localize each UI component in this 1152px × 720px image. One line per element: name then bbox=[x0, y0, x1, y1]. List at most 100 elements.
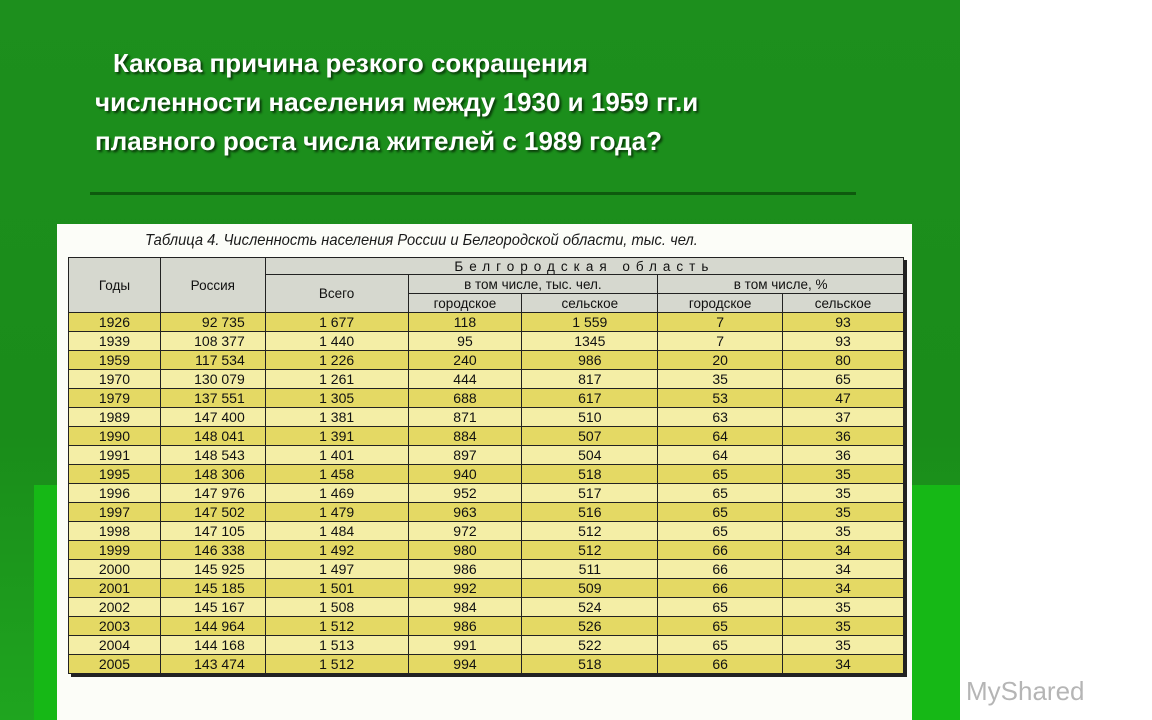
question-text: Какова причина резкого сокращения числен… bbox=[95, 44, 895, 161]
cell-russia: 145 925 bbox=[159, 559, 266, 579]
cell-year: 1996 bbox=[68, 483, 161, 503]
cell-rural: 522 bbox=[521, 635, 659, 655]
cell-russia: 144 168 bbox=[159, 635, 266, 655]
cell-total: 1 512 bbox=[264, 654, 409, 674]
table-row: 1939 108 377 1 440 95 1345 7 93 bbox=[68, 331, 904, 351]
cell-urban-pct: 66 bbox=[657, 654, 784, 674]
table-caption: Таблица 4. Численность населения России … bbox=[145, 232, 698, 249]
cell-rural: 518 bbox=[521, 654, 659, 674]
cell-urban-pct: 63 bbox=[657, 407, 784, 427]
table-row: 2001 145 185 1 501 992 509 66 34 bbox=[68, 578, 904, 598]
cell-urban: 444 bbox=[407, 369, 523, 389]
cell-russia: 148 041 bbox=[159, 426, 266, 446]
cell-urban: 118 bbox=[407, 312, 523, 332]
cell-russia: 147 976 bbox=[159, 483, 266, 503]
question-line: численности населения между 1930 и 1959 … bbox=[95, 87, 699, 117]
cell-rural: 512 bbox=[521, 521, 659, 541]
cell-urban-pct: 65 bbox=[657, 616, 784, 636]
cell-total: 1 513 bbox=[264, 635, 409, 655]
cell-urban: 240 bbox=[407, 350, 523, 370]
cell-russia: 108 377 bbox=[159, 331, 266, 351]
cell-total: 1 305 bbox=[264, 388, 409, 408]
cell-urban-pct: 65 bbox=[657, 483, 784, 503]
cell-year: 2004 bbox=[68, 635, 161, 655]
cell-year: 1991 bbox=[68, 445, 161, 465]
cell-urban: 95 bbox=[407, 331, 523, 351]
table-row: 2005 143 474 1 512 994 518 66 34 bbox=[68, 654, 904, 674]
cell-total: 1 677 bbox=[264, 312, 409, 332]
cell-rural: 617 bbox=[521, 388, 659, 408]
cell-rural: 504 bbox=[521, 445, 659, 465]
cell-rural-pct: 47 bbox=[782, 388, 904, 408]
table-row: 2003 144 964 1 512 986 526 65 35 bbox=[68, 616, 904, 636]
cell-russia: 145 167 bbox=[159, 597, 266, 617]
cell-russia: 147 400 bbox=[159, 407, 266, 427]
cell-urban-pct: 65 bbox=[657, 597, 784, 617]
cell-rural: 524 bbox=[521, 597, 659, 617]
cell-urban-pct: 20 bbox=[657, 350, 784, 370]
table-image: Таблица 4. Численность населения России … bbox=[57, 224, 912, 720]
cell-urban-pct: 7 bbox=[657, 312, 784, 332]
cell-year: 2000 bbox=[68, 559, 161, 579]
cell-russia: 147 105 bbox=[159, 521, 266, 541]
cell-total: 1 508 bbox=[264, 597, 409, 617]
cell-rural: 517 bbox=[521, 483, 659, 503]
cell-russia: 137 551 bbox=[159, 388, 266, 408]
table-row: 2000 145 925 1 497 986 511 66 34 bbox=[68, 559, 904, 579]
cell-year: 2003 bbox=[68, 616, 161, 636]
cell-rural: 510 bbox=[521, 407, 659, 427]
table-row: 1990 148 041 1 391 884 507 64 36 bbox=[68, 426, 904, 446]
cell-urban-pct: 65 bbox=[657, 464, 784, 484]
table-row: 1996 147 976 1 469 952 517 65 35 bbox=[68, 483, 904, 503]
cell-rural: 986 bbox=[521, 350, 659, 370]
header-urban-pct: городское bbox=[657, 293, 784, 313]
cell-total: 1 440 bbox=[264, 331, 409, 351]
cell-year: 1939 bbox=[68, 331, 161, 351]
header-rural-pct: сельское bbox=[782, 293, 904, 313]
header-years: Годы bbox=[68, 257, 161, 313]
cell-russia: 148 543 bbox=[159, 445, 266, 465]
table-row: 1979 137 551 1 305 688 617 53 47 bbox=[68, 388, 904, 408]
cell-rural-pct: 35 bbox=[782, 635, 904, 655]
cell-total: 1 512 bbox=[264, 616, 409, 636]
cell-urban-pct: 66 bbox=[657, 540, 784, 560]
cell-total: 1 497 bbox=[264, 559, 409, 579]
cell-russia: 146 338 bbox=[159, 540, 266, 560]
cell-urban: 952 bbox=[407, 483, 523, 503]
cell-rural-pct: 93 bbox=[782, 312, 904, 332]
cell-rural-pct: 80 bbox=[782, 350, 904, 370]
header-pct-group: в том числе, % bbox=[657, 274, 904, 294]
header-total: Всего bbox=[264, 274, 409, 313]
table-row: 1970 130 079 1 261 444 817 35 65 bbox=[68, 369, 904, 389]
cell-rural: 511 bbox=[521, 559, 659, 579]
cell-year: 1997 bbox=[68, 502, 161, 522]
cell-urban: 980 bbox=[407, 540, 523, 560]
header-region: Белгородская область bbox=[264, 257, 905, 275]
cell-year: 1995 bbox=[68, 464, 161, 484]
cell-rural-pct: 34 bbox=[782, 559, 904, 579]
cell-rural-pct: 34 bbox=[782, 540, 904, 560]
cell-rural-pct: 34 bbox=[782, 654, 904, 674]
cell-year: 1926 bbox=[68, 312, 161, 332]
cell-rural-pct: 35 bbox=[782, 616, 904, 636]
cell-russia: 144 964 bbox=[159, 616, 266, 636]
cell-rural-pct: 36 bbox=[782, 426, 904, 446]
table-row: 1926 92 735 1 677 118 1 559 7 93 bbox=[68, 312, 904, 332]
cell-urban: 994 bbox=[407, 654, 523, 674]
table-row: 2004 144 168 1 513 991 522 65 35 bbox=[68, 635, 904, 655]
header-abs-group: в том числе, тыс. чел. bbox=[407, 274, 659, 294]
cell-rural: 526 bbox=[521, 616, 659, 636]
cell-urban-pct: 64 bbox=[657, 426, 784, 446]
cell-rural-pct: 35 bbox=[782, 502, 904, 522]
cell-urban: 992 bbox=[407, 578, 523, 598]
cell-urban-pct: 64 bbox=[657, 445, 784, 465]
cell-russia: 117 534 bbox=[159, 350, 266, 370]
cell-russia: 92 735 bbox=[159, 312, 266, 332]
cell-rural-pct: 34 bbox=[782, 578, 904, 598]
cell-russia: 145 185 bbox=[159, 578, 266, 598]
cell-year: 1998 bbox=[68, 521, 161, 541]
cell-russia: 143 474 bbox=[159, 654, 266, 674]
cell-rural-pct: 36 bbox=[782, 445, 904, 465]
cell-russia: 130 079 bbox=[159, 369, 266, 389]
cell-rural-pct: 65 bbox=[782, 369, 904, 389]
